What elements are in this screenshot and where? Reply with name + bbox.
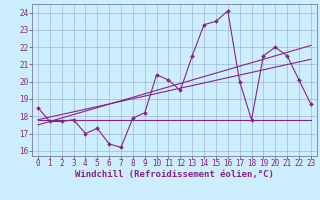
X-axis label: Windchill (Refroidissement éolien,°C): Windchill (Refroidissement éolien,°C) [75,170,274,179]
